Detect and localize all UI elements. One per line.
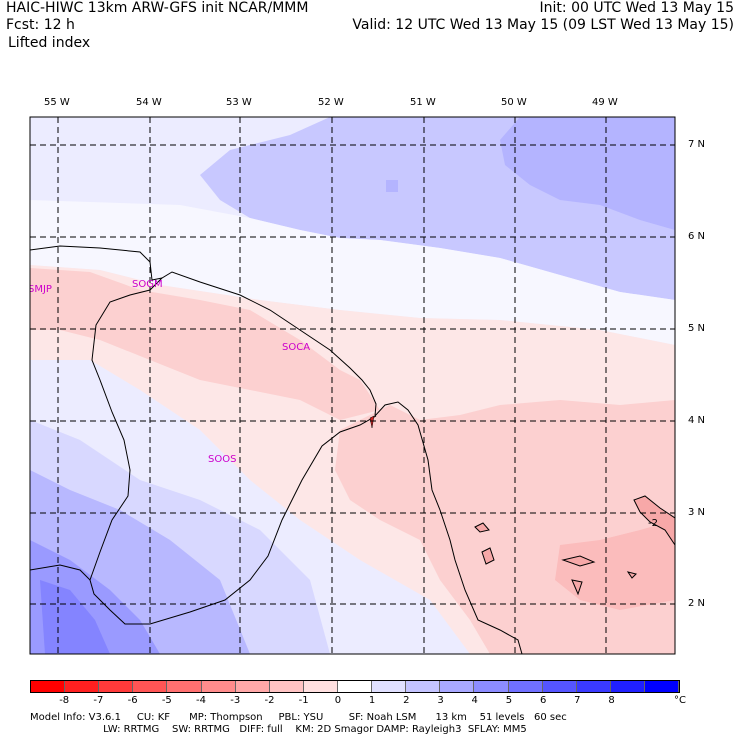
latitude-label: 4 N	[688, 415, 706, 426]
colorbar-tick-label: 0	[334, 695, 342, 706]
contour-cell	[571, 579, 583, 596]
colorbar-swatch	[406, 681, 441, 692]
colorbar-swatch	[337, 681, 373, 692]
contour-cell	[481, 547, 495, 565]
border-south	[89, 415, 377, 625]
colorbar-swatch	[542, 681, 577, 692]
colorbar-tick-label: -7	[93, 695, 104, 706]
field-name: Lifted index	[8, 35, 91, 51]
colorbar-unit: °C	[674, 695, 686, 706]
longitude-label: 53 W	[226, 97, 252, 108]
field-white-band	[30, 200, 675, 345]
header-title: HAIC-HIWC 13km ARW-GFS init NCAR/MMM	[6, 0, 309, 16]
station-label: SOCA	[282, 342, 310, 353]
colorbar-tick-label: 7	[574, 695, 581, 706]
colorbar-swatch	[474, 681, 509, 692]
valid-time: Valid: 12 UTC Wed 13 May 15 (09 LST Wed …	[352, 17, 734, 33]
forecast-hour: Fcst: 12 h	[6, 17, 75, 33]
longitude-label: 49 W	[592, 97, 618, 108]
longitude-label: 51 W	[410, 97, 436, 108]
contour-label: -2	[648, 518, 658, 529]
colorbar	[30, 680, 680, 693]
coastline	[30, 245, 523, 654]
field-pink-east-inner	[555, 520, 675, 610]
colorbar-tick-label: 5	[505, 695, 513, 706]
lat-lon-grid	[30, 117, 675, 654]
colorbar-tick-label: 3	[437, 695, 444, 706]
station-label: SMJP	[28, 284, 52, 295]
colorbar-swatch	[610, 681, 645, 692]
longitude-label: 52 W	[318, 97, 344, 108]
border-west	[30, 277, 163, 581]
field-blue-spot	[386, 180, 398, 192]
latitude-label: 5 N	[688, 323, 706, 334]
colorbar-tick-label: -2	[264, 695, 275, 706]
colorbar-swatch	[65, 681, 100, 692]
colorbar-swatch	[201, 681, 236, 692]
colorbar-swatch	[31, 681, 66, 692]
contour-cell	[561, 555, 596, 567]
colorbar-swatch	[303, 681, 338, 692]
colorbar-swatch	[508, 681, 543, 692]
latitude-label: 2 N	[688, 598, 706, 609]
colorbar-tick-label: -1	[298, 695, 309, 706]
colorbar-swatch	[372, 681, 407, 692]
colorbar-swatch	[269, 681, 304, 692]
contour-cell	[474, 522, 490, 533]
colorbar-tick-label: 8	[608, 695, 615, 706]
colorbar-tick-label: 2	[403, 695, 410, 706]
colorbar-swatch	[576, 681, 611, 692]
colorbar-tick-label: 6	[539, 695, 547, 706]
station-label: SOOS	[208, 454, 236, 465]
latitude-label: 7 N	[688, 139, 706, 150]
colorbar-swatch	[235, 681, 270, 692]
contour-cell	[633, 495, 675, 546]
colorbar-swatch	[440, 681, 475, 692]
colorbar-swatch	[133, 681, 168, 692]
map-frame	[29, 116, 676, 655]
field-pink-west	[30, 268, 380, 420]
model-info-line2: LW: RRTMG SW: RRTMG DIFF: full KM: 2D Sm…	[30, 724, 527, 735]
init-time: Init: 00 UTC Wed 13 May 15	[539, 0, 734, 16]
longitude-label: 50 W	[501, 97, 527, 108]
colorbar-tick-label: 4	[471, 695, 478, 706]
colorbar-tick-label: -8	[59, 695, 70, 706]
latitude-label: 3 N	[688, 507, 706, 518]
colorbar-swatch	[167, 681, 202, 692]
colorbar-tick-label: -4	[196, 695, 207, 706]
longitude-label: 54 W	[136, 97, 162, 108]
colorbar-tick-label: 1	[368, 695, 376, 706]
latitude-label: 6 N	[688, 231, 706, 242]
colorbar-swatch	[99, 681, 134, 692]
colorbar-swatch	[644, 681, 680, 692]
model-info-line1: Model Info: V3.6.1 CU: KF MP: Thompson P…	[30, 712, 567, 723]
colorbar-tick-label: -3	[230, 695, 241, 706]
station-label: SOGM	[132, 279, 163, 290]
river-mouth	[369, 415, 375, 429]
contour-cell	[626, 571, 637, 579]
colorbar-tick-label: -6	[127, 695, 138, 706]
colorbar-tick-label: -5	[161, 695, 172, 706]
longitude-label: 55 W	[44, 97, 70, 108]
